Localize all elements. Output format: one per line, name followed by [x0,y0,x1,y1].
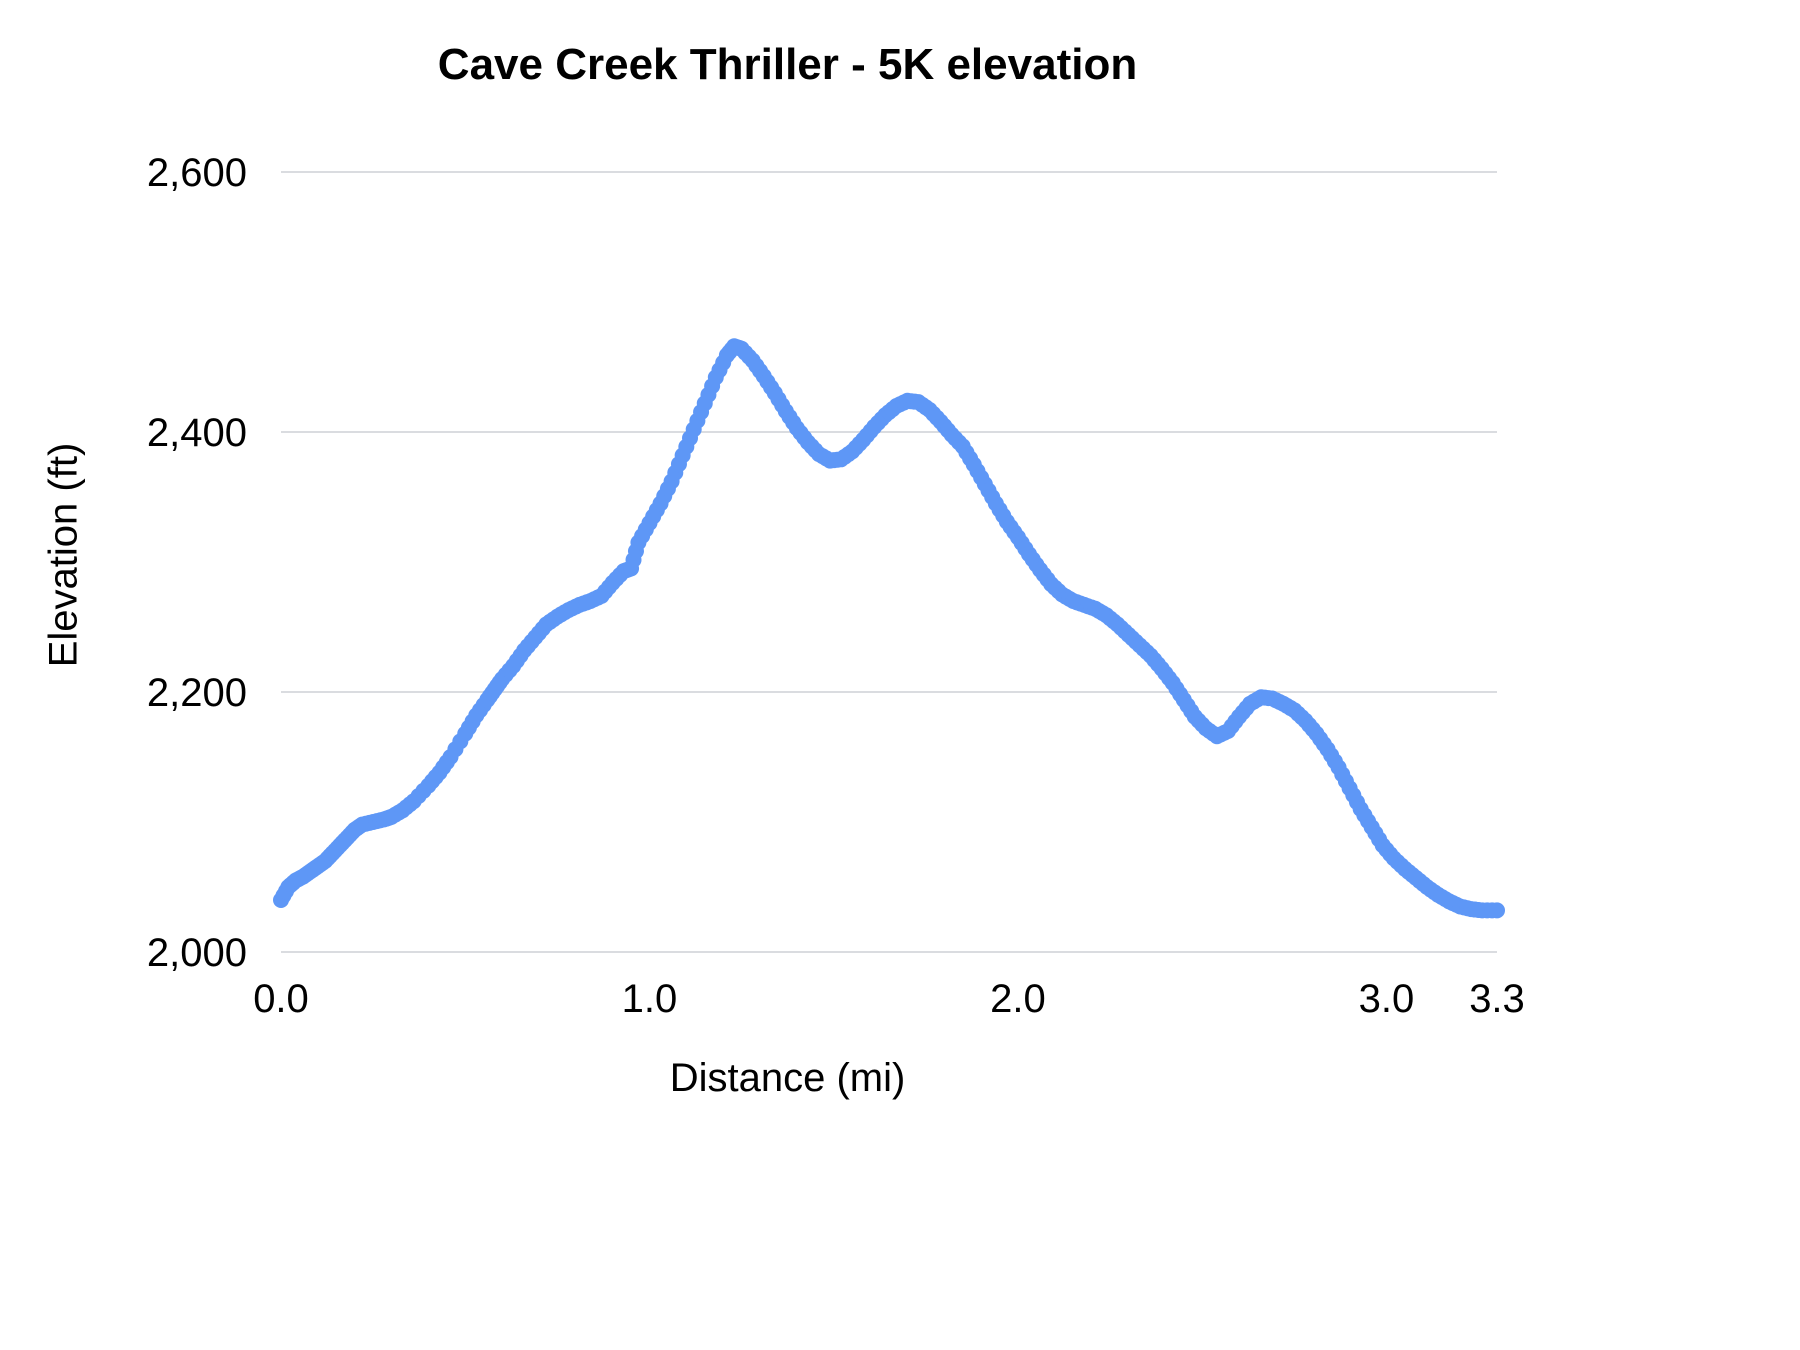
y-tick-label: 2,000 [147,931,247,975]
x-tick-label: 3.3 [1469,977,1525,1021]
y-tick-label: 2,200 [147,671,247,715]
chart-title: Cave Creek Thriller - 5K elevation [437,40,1138,89]
y-tick-label: 2,400 [147,411,247,455]
x-tick-label: 1.0 [622,977,678,1021]
data-point [1489,902,1505,919]
x-tick-label: 0.0 [253,977,309,1021]
x-tick-label: 3.0 [1359,977,1415,1021]
y-tick-label: 2,600 [147,151,247,195]
x-tick-label: 2.0 [990,977,1046,1021]
x-axis-title: Distance (mi) [669,1056,906,1100]
